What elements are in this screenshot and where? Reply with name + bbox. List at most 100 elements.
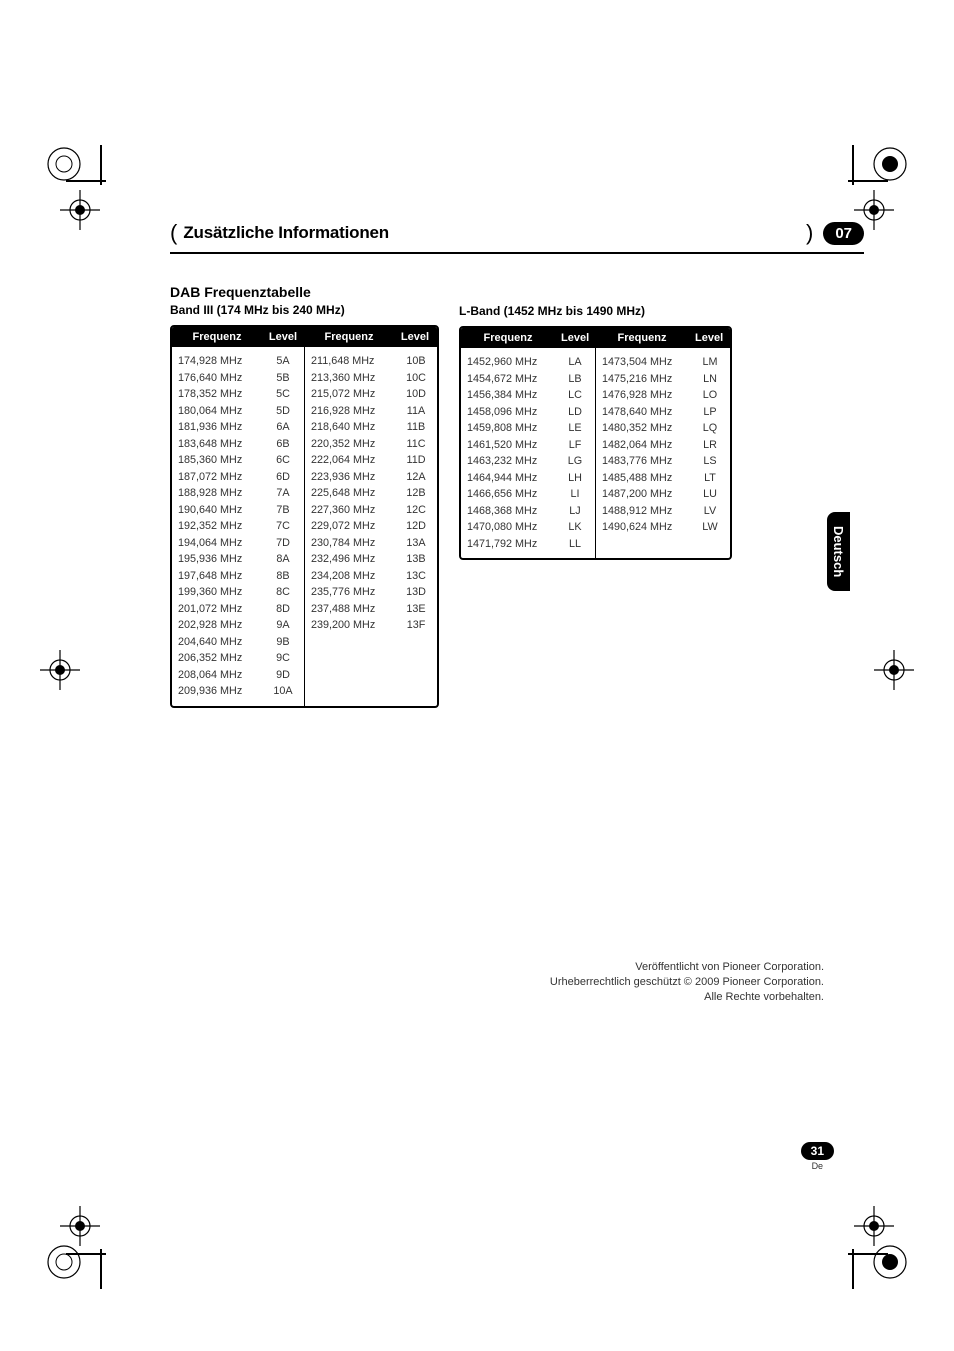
level-cell: 8C [268,584,298,601]
level-cell: LR [696,437,724,454]
level-cell: LK [561,519,589,536]
level-cell: 5C [268,386,298,403]
level-cell: 5B [268,370,298,387]
level-cell: 11A [401,403,431,420]
freq-cell: 234,208 MHz [311,568,389,585]
freq-cell: 223,936 MHz [311,469,389,486]
freq-cell: 215,072 MHz [311,386,389,403]
freq-cell: 1485,488 MHz [602,470,684,487]
level-cell: 8A [268,551,298,568]
footer-line: Veröffentlicht von Pioneer Corporation. [550,960,824,975]
level-cell: 6D [268,469,298,486]
freq-cell: 230,784 MHz [311,535,389,552]
level-cell: LV [696,503,724,520]
freq-cell: 239,200 MHz [311,617,389,634]
level-cell: LS [696,453,724,470]
bracket-left-icon: ( [170,220,177,246]
freq-cell: 1468,368 MHz [467,503,549,520]
freq-cell: 190,640 MHz [178,502,256,519]
level-cell: 8D [268,601,298,618]
level-cell: LJ [561,503,589,520]
page-content: ( Zusätzliche Informationen ) 07 DAB Fre… [170,220,864,1251]
freq-cell: 192,352 MHz [178,518,256,535]
level-cell: 10B [401,353,431,370]
level-cell: LE [561,420,589,437]
level-cell: LF [561,437,589,454]
level-cell: LI [561,486,589,503]
freq-cell: 1461,520 MHz [467,437,549,454]
level-cell: 12B [401,485,431,502]
level-cell: 11B [401,419,431,436]
header-level: Level [689,328,729,348]
freq-cell: 204,640 MHz [178,634,256,651]
freq-cell: 227,360 MHz [311,502,389,519]
chapter-header: ( Zusätzliche Informationen ) 07 [170,220,864,254]
level-cell: LD [561,404,589,421]
freq-cell: 180,064 MHz [178,403,256,420]
header-level: Level [394,327,436,347]
level-cell: LW [696,519,724,536]
footer: Veröffentlicht von Pioneer Corporation. … [550,960,824,1005]
level-cell: 10C [401,370,431,387]
freq-cell: 213,360 MHz [311,370,389,387]
level-cell: 13C [401,568,431,585]
tables-section: DAB Frequenztabelle Band III (174 MHz bi… [170,284,864,713]
freq-cell: 1475,216 MHz [602,371,684,388]
freq-cell: 181,936 MHz [178,419,256,436]
crop-bar [848,1253,888,1255]
freq-cell: 206,352 MHz [178,650,256,667]
freq-cell: 1488,912 MHz [602,503,684,520]
freq-cell: 202,928 MHz [178,617,256,634]
freq-cell: 199,360 MHz [178,584,256,601]
freq-cell: 178,352 MHz [178,386,256,403]
freq-cell: 225,648 MHz [311,485,389,502]
chapter-title: Zusätzliche Informationen [183,223,806,243]
freq-cell: 1452,960 MHz [467,354,549,371]
freq-cell: 232,496 MHz [311,551,389,568]
heading-spacer [459,284,732,301]
level-cell: LH [561,470,589,487]
freq-cell: 1490,624 MHz [602,519,684,536]
level-cell: LL [561,536,589,553]
freq-cell: 209,936 MHz [178,683,256,700]
band3-block1: 174,928 MHz176,640 MHz178,352 MHz180,064… [172,347,304,706]
level-cell: 9D [268,667,298,684]
level-cell: 13F [401,617,431,634]
freq-cell: 187,072 MHz [178,469,256,486]
lband-subheading: L-Band (1452 MHz bis 1490 MHz) [459,304,732,318]
level-cell: 10D [401,386,431,403]
freq-cell: 211,648 MHz [311,353,389,370]
freq-cell: 1470,080 MHz [467,519,549,536]
freq-cell: 1466,656 MHz [467,486,549,503]
freq-cell: 1456,384 MHz [467,387,549,404]
bracket-right-icon: ) [806,220,813,246]
level-cell: 6B [268,436,298,453]
freq-cell: 1454,672 MHz [467,371,549,388]
chapter-number-badge: 07 [823,222,864,245]
freq-cell: 197,648 MHz [178,568,256,585]
crop-bar [66,1253,106,1255]
level-cell: 7A [268,485,298,502]
level-cell: 10A [268,683,298,700]
level-cell: 12C [401,502,431,519]
level-cell: 12D [401,518,431,535]
header-frequenz: Frequenz [595,328,689,348]
crop-mark-mid-left [40,650,80,695]
level-cell: LA [561,354,589,371]
freq-cell: 1463,232 MHz [467,453,549,470]
level-cell: 11D [401,452,431,469]
freq-cell: 183,648 MHz [178,436,256,453]
lband-section: L-Band (1452 MHz bis 1490 MHz) Frequenz … [459,284,732,565]
freq-cell: 222,064 MHz [311,452,389,469]
freq-cell: 1487,200 MHz [602,486,684,503]
level-cell: LB [561,371,589,388]
header-frequenz: Frequenz [461,328,555,348]
level-cell: 13A [401,535,431,552]
freq-cell: 194,064 MHz [178,535,256,552]
level-cell: LG [561,453,589,470]
freq-cell: 188,928 MHz [178,485,256,502]
freq-cell: 1480,352 MHz [602,420,684,437]
freq-cell: 229,072 MHz [311,518,389,535]
level-cell: 13D [401,584,431,601]
crop-bar [66,180,106,182]
